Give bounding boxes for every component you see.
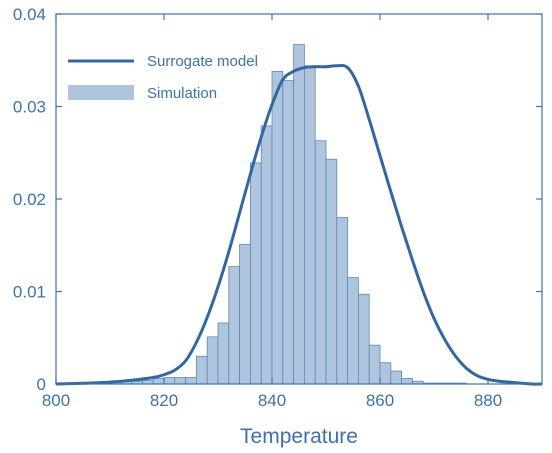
histogram-bar: [368, 344, 381, 385]
x-tick-label: 840: [258, 391, 286, 410]
legend: Surrogate model Simulation: [68, 53, 258, 102]
y-tick-label: 0: [37, 375, 46, 394]
histogram-bar: [174, 377, 187, 385]
histogram-bar: [271, 70, 284, 385]
x-tick-label: 860: [366, 391, 394, 410]
histogram-bar: [217, 322, 230, 385]
y-tick-label: 0.01: [13, 283, 46, 302]
histogram-bar: [282, 80, 294, 385]
histogram-bar: [185, 377, 197, 385]
histogram-bar: [239, 243, 251, 385]
y-tick-label: 0.02: [13, 190, 46, 209]
histogram-bar: [390, 370, 402, 385]
x-tick-label: 800: [42, 391, 70, 410]
histogram-bar: [206, 336, 219, 385]
legend-bar-swatch: [68, 85, 134, 100]
histogram-bar: [314, 140, 327, 385]
x-axis-label: Temperature: [240, 425, 358, 448]
histogram-bar: [163, 377, 176, 385]
histogram-bar: [347, 277, 359, 385]
histogram-bar: [228, 266, 241, 385]
y-tick-label: 0.04: [13, 5, 46, 24]
histogram-bars: [88, 44, 467, 385]
histogram-bar: [325, 158, 338, 385]
histogram-bar: [379, 362, 392, 385]
histogram-bar: [401, 378, 413, 385]
histogram-bar: [152, 378, 165, 385]
histogram-bar: [195, 355, 208, 385]
histogram-bar: [357, 293, 370, 385]
legend-label-surrogate-model: Surrogate model: [147, 53, 258, 70]
legend-label-simulation: Simulation: [147, 85, 217, 102]
histogram-bar: [336, 217, 348, 385]
histogram-bar: [260, 125, 273, 385]
x-tick-label: 880: [474, 391, 502, 410]
histogram-bar: [249, 162, 262, 385]
histogram-bar: [303, 65, 316, 385]
x-axis-ticks: 800 820 840 860 880: [42, 14, 502, 410]
y-tick-label: 0.03: [13, 98, 46, 117]
x-tick-label: 820: [150, 391, 178, 410]
y-axis-ticks: 0 0.01 0.02 0.03 0.04: [13, 5, 542, 394]
surrogate-model-line: [55, 64, 543, 386]
histogram-bar: [293, 44, 305, 385]
